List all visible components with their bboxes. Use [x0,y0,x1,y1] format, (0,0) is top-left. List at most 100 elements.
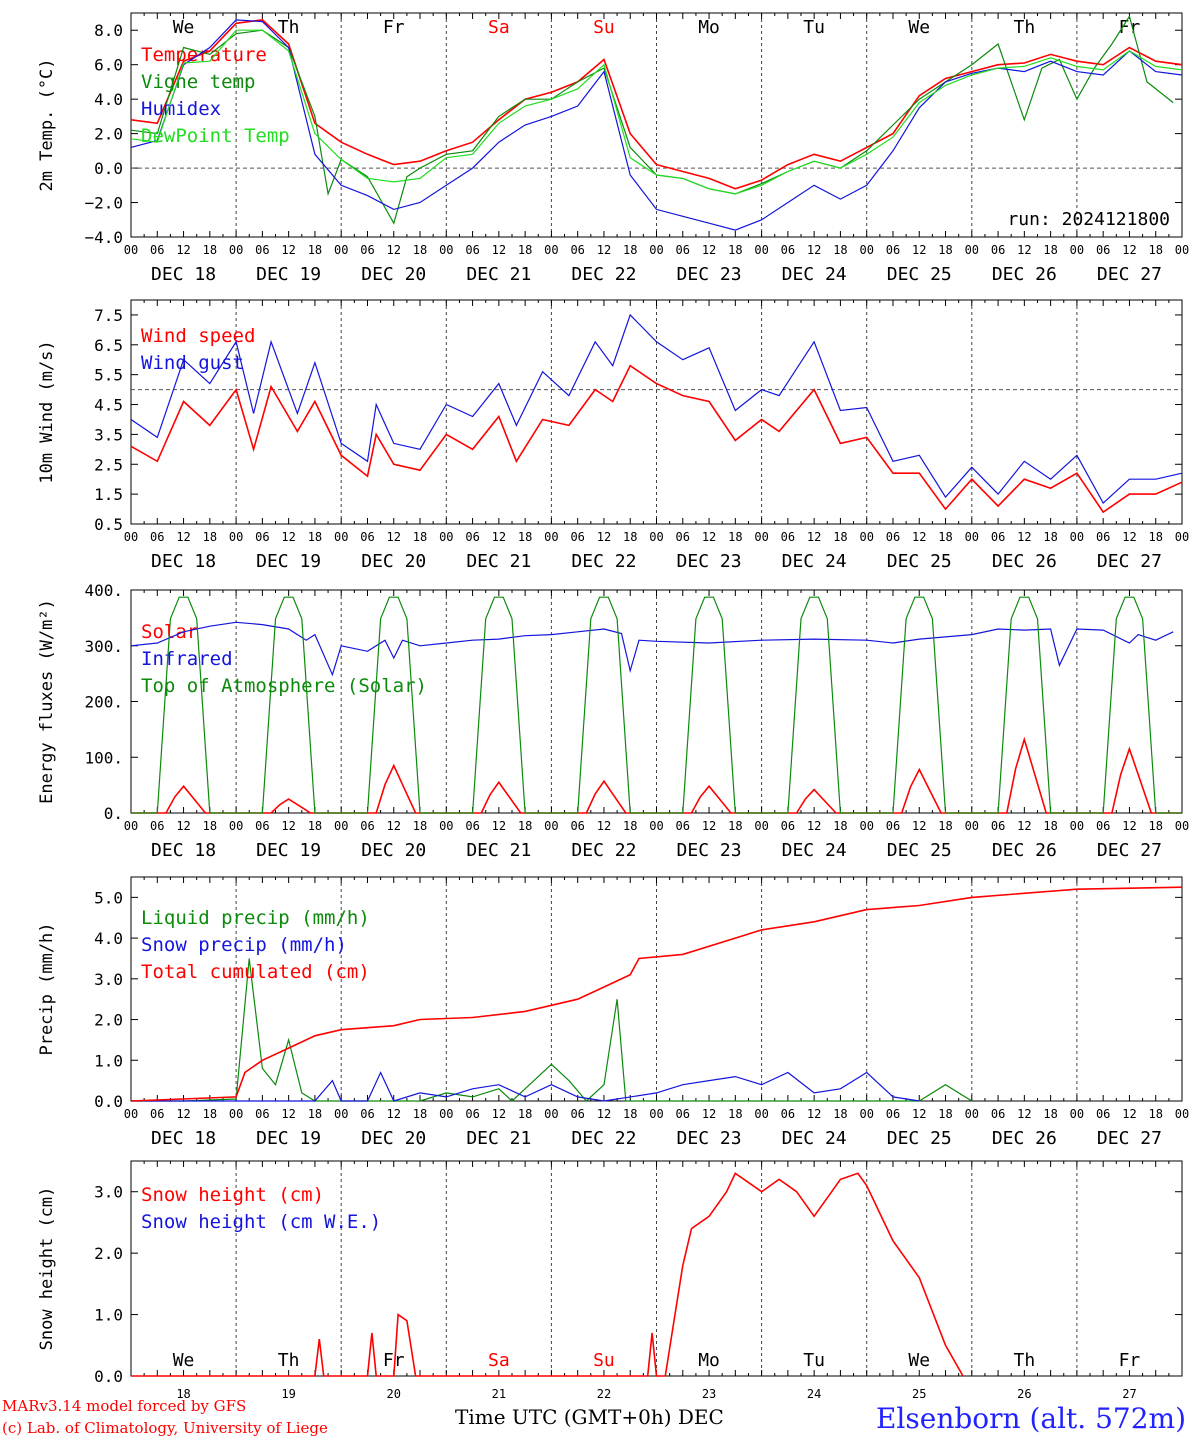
hour-label: 06 [781,530,795,544]
hour-label: 00 [965,530,979,544]
y-tick-label: 2.0 [94,1244,123,1263]
hour-label: 12 [597,1107,611,1121]
hour-label: 06 [676,819,690,833]
hour-label: 06 [570,819,584,833]
date-label: DEC 18 [151,551,216,572]
hour-label: 12 [281,530,295,544]
hour-label: 06 [676,1107,690,1121]
hour-label: 06 [255,819,269,833]
series-line [130,19,1183,231]
hour-label: 00 [965,243,979,257]
date-number: 18 [176,1387,190,1401]
day-label: Su [593,17,615,38]
y-tick-label: 0.0 [94,159,123,178]
series-line [130,19,1183,190]
date-number: 25 [912,1387,926,1401]
hour-label: 18 [1148,819,1162,833]
series-line [130,621,1174,677]
hour-label: 00 [754,819,768,833]
hour-label: 18 [623,819,637,833]
y-axis-label: Energy fluxes (W/m²) [37,599,57,804]
hour-label: 00 [124,1107,138,1121]
hour-label: 12 [492,530,506,544]
hour-label: 06 [360,819,374,833]
legend-entry: Liquid precip (mm/h) [141,907,370,929]
hour-label: 18 [203,819,217,833]
legend-entry: Snow height (cm W.E.) [141,1211,381,1233]
day-label: Th [1014,1350,1036,1371]
hour-label: 06 [1096,243,1110,257]
hour-label: 00 [754,530,768,544]
hour-label: 12 [1017,243,1031,257]
day-label: We [908,1350,930,1371]
hour-label: 06 [781,243,795,257]
y-tick-label: 1.5 [94,485,123,504]
legend-entry: Vigne temp [141,71,255,93]
hour-label: 06 [255,243,269,257]
hour-label: 06 [991,819,1005,833]
y-tick-label: 4.5 [94,396,123,415]
hour-label: 18 [623,1107,637,1121]
date-label: DEC 22 [571,1128,636,1149]
hour-label: 06 [781,819,795,833]
hour-label: 00 [334,243,348,257]
hour-label: 00 [1070,530,1084,544]
day-label: Fr [1119,1350,1141,1371]
hour-label: 12 [387,530,401,544]
day-label: Th [278,1350,300,1371]
hour-label: 12 [176,243,190,257]
hour-label: 18 [623,243,637,257]
hour-label: 06 [255,1107,269,1121]
hour-label: 06 [150,530,164,544]
hour-label: 00 [859,1107,873,1121]
hour-label: 00 [544,243,558,257]
hour-label: 06 [676,243,690,257]
day-label: Fr [1119,17,1141,38]
hour-label: 18 [938,1107,952,1121]
hour-label: 00 [965,819,979,833]
hour-label: 12 [702,530,716,544]
hour-label: 18 [1043,243,1057,257]
date-label: DEC 19 [256,840,321,861]
hour-label: 06 [886,530,900,544]
hour-label: 00 [229,243,243,257]
hour-label: 18 [308,1107,322,1121]
hour-label: 06 [570,530,584,544]
hour-label: 00 [859,530,873,544]
y-tick-label: 3.0 [94,1183,123,1202]
hour-label: 12 [597,243,611,257]
hour-label: 18 [728,1107,742,1121]
y-tick-label: 300. [84,637,123,656]
hour-label: 18 [1148,1107,1162,1121]
hour-label: 18 [623,530,637,544]
hour-label: 00 [334,1107,348,1121]
hour-label: 18 [203,530,217,544]
hour-label: 12 [176,530,190,544]
date-label: DEC 24 [782,264,847,285]
y-tick-label: 100. [84,748,123,767]
date-label: DEC 23 [677,264,742,285]
series-line [131,596,1182,814]
date-label: DEC 25 [887,840,952,861]
hour-label: 18 [1148,530,1162,544]
date-number: 21 [492,1387,506,1401]
date-label: DEC 27 [1097,840,1162,861]
hour-label: 00 [1070,819,1084,833]
y-tick-label: 200. [84,693,123,712]
day-label: We [908,17,930,38]
hour-label: 18 [728,243,742,257]
date-label: DEC 19 [256,551,321,572]
hour-label: 18 [938,243,952,257]
hour-label: 12 [702,1107,716,1121]
date-label: DEC 26 [992,1128,1057,1149]
series-line [131,958,973,1102]
date-label: DEC 23 [677,551,742,572]
legend-entry: Snow height (cm) [141,1184,324,1206]
hour-label: 00 [124,530,138,544]
hour-label: 18 [308,530,322,544]
y-tick-label: 3.5 [94,425,123,444]
hour-label: 00 [1175,243,1189,257]
hour-label: 18 [413,530,427,544]
y-tick-label: 6.0 [94,56,123,75]
hour-label: 18 [308,819,322,833]
